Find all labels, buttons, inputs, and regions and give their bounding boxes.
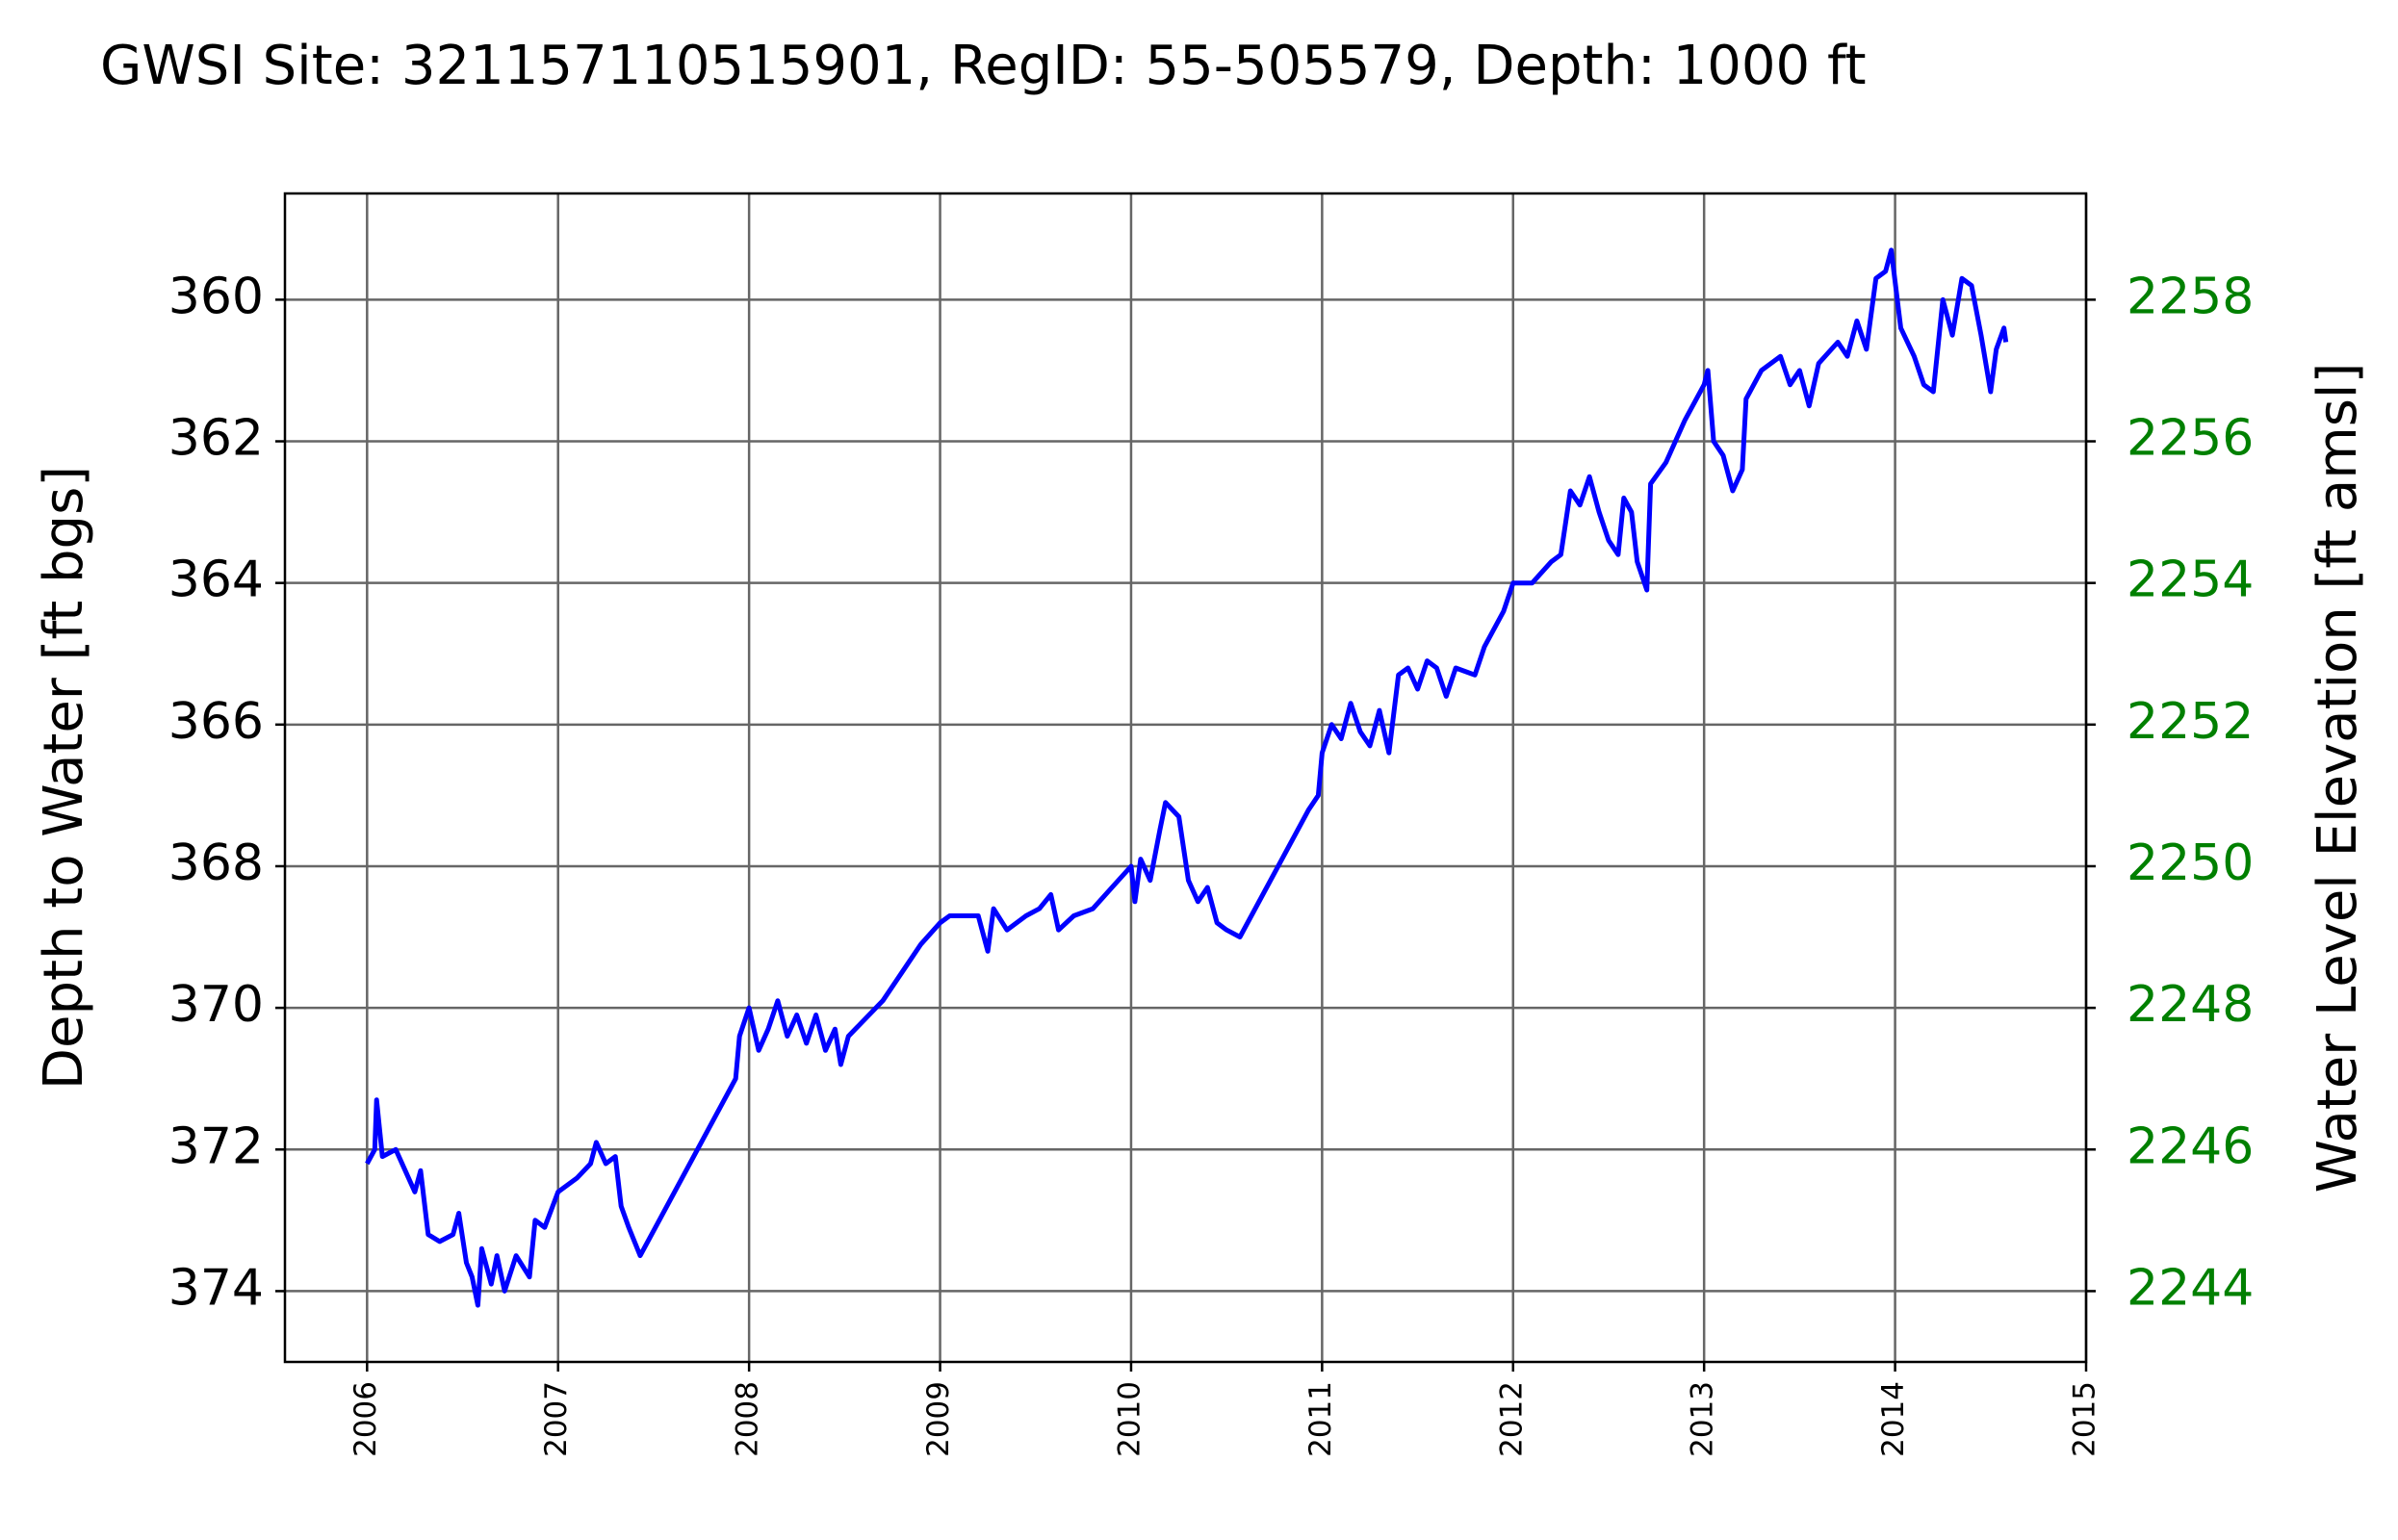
y2-tick-label: 2246: [2127, 1117, 2254, 1175]
y2-tick-label: 2256: [2127, 410, 2254, 468]
y2-axis-label: Water Level Elevation [ft amsl]: [2307, 363, 2369, 1194]
y2-tick-label: 2244: [2127, 1259, 2254, 1317]
y-tick-label: 362: [168, 410, 264, 468]
y2-tick-label: 2248: [2127, 976, 2254, 1034]
x-tick-label: 2006: [348, 1381, 383, 1457]
plot-frame: [283, 192, 2088, 1364]
y2-tick-label: 2254: [2127, 552, 2254, 609]
x-tick-label: 2014: [1876, 1381, 1911, 1457]
chart-title: GWSI Site: 321157110515901, RegID: 55-50…: [100, 35, 1867, 97]
x-tick-label: 2010: [1112, 1381, 1147, 1457]
y-tick-label: 372: [168, 1117, 264, 1175]
y-tick-label: 360: [168, 268, 264, 325]
y-tick-label: 366: [168, 693, 264, 751]
y-tick-label: 370: [168, 976, 264, 1034]
x-tick-label: 2009: [921, 1381, 956, 1457]
y2-tick-label: 2252: [2127, 693, 2254, 751]
data-line: [365, 247, 2009, 1308]
y-tick-label: 374: [168, 1259, 264, 1317]
x-tick-label: 2007: [539, 1381, 574, 1457]
x-tick-label: 2012: [1494, 1381, 1529, 1457]
x-tick-label: 2015: [2068, 1381, 2102, 1457]
x-tick-label: 2008: [731, 1381, 765, 1457]
x-tick-label: 2013: [1686, 1381, 1720, 1457]
y2-tick-label: 2250: [2127, 834, 2254, 892]
y-tick-label: 364: [168, 552, 264, 609]
x-tick-label: 2011: [1303, 1381, 1338, 1457]
y-tick-label: 368: [168, 834, 264, 892]
y2-tick-label: 2258: [2127, 268, 2254, 325]
y-axis-label: Depth to Water [ft bgs]: [33, 466, 95, 1090]
